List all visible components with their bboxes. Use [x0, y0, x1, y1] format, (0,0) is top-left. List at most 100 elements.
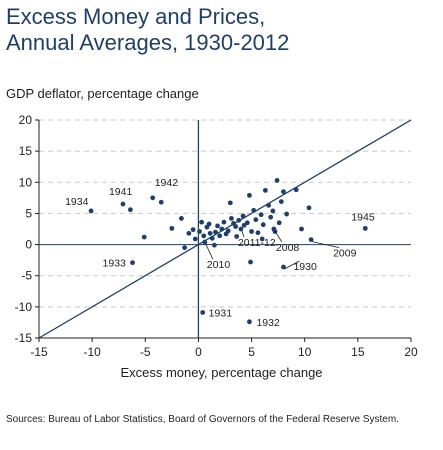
data-point [182, 245, 188, 251]
data-point [228, 216, 234, 221]
annotation-label: 1941 [109, 186, 133, 198]
data-point [276, 220, 282, 226]
data-point [268, 214, 274, 220]
y-axis-label: GDP deflator, percentage change [6, 86, 199, 101]
x-tick-label: -15 [30, 345, 48, 359]
data-point [247, 319, 252, 325]
y-tick-label: 10 [19, 175, 33, 189]
y-tick-label: -15 [15, 331, 33, 345]
x-tick-label: -10 [83, 345, 101, 359]
annotation-label: 1945 [351, 211, 375, 223]
data-point [197, 229, 202, 234]
x-tick-label: 5 [248, 345, 255, 359]
data-point [219, 226, 225, 232]
annotation-leader-line [312, 241, 340, 248]
data-point [293, 187, 299, 193]
x-tick-label: -5 [140, 345, 151, 359]
data-point [251, 207, 257, 213]
data-point [207, 230, 213, 236]
data-point [200, 310, 206, 315]
y-tick-label: 0 [25, 238, 32, 252]
data-point [281, 189, 286, 195]
data-point [234, 234, 240, 239]
data-point [284, 211, 290, 217]
chart-title: Excess Money and Prices, Annual Averages… [6, 4, 289, 56]
data-point [128, 207, 133, 213]
data-point [260, 222, 266, 228]
data-point [255, 230, 261, 236]
data-point [211, 242, 217, 248]
y-tick-label: -5 [21, 269, 32, 283]
annotation-label: 1932 [256, 317, 280, 329]
data-point [130, 260, 135, 266]
data-point [259, 236, 265, 242]
data-point [120, 201, 126, 207]
annotation-label: 1934 [65, 196, 89, 208]
data-point [150, 195, 156, 201]
data-point [249, 229, 254, 234]
annotation-label: 2009 [333, 248, 357, 260]
data-point [199, 219, 205, 225]
data-point [236, 217, 242, 223]
data-point [362, 225, 368, 231]
data-point [271, 226, 277, 232]
data-point [217, 233, 223, 239]
annotation-leader-line [284, 260, 300, 270]
data-point [233, 224, 239, 229]
chart-title-line-1: Excess Money and Prices, [6, 4, 266, 29]
data-point [266, 202, 271, 208]
data-point [238, 226, 244, 232]
data-point [206, 221, 212, 227]
data-point [274, 178, 280, 183]
data-point [244, 220, 250, 226]
x-tick-label: 15 [351, 345, 365, 359]
data-point [221, 219, 227, 225]
chart-title-line-2: Annual Averages, 1930-2012 [6, 30, 290, 55]
data-point [169, 225, 175, 231]
data-point [262, 187, 268, 193]
data-point [88, 208, 94, 214]
data-point [213, 229, 218, 235]
annotation-leader-line [274, 230, 283, 243]
data-point [202, 239, 208, 245]
annotation-leader-line [241, 230, 245, 238]
data-point [247, 192, 252, 198]
data-point [201, 233, 207, 239]
data-point [253, 217, 259, 223]
data-point [270, 208, 276, 214]
data-point [306, 205, 312, 211]
data-point [278, 199, 284, 204]
annotation-label: 2008 [276, 242, 300, 254]
data-point [227, 200, 233, 206]
x-tick-label: 0 [195, 345, 202, 359]
y-tick-label: -10 [15, 300, 33, 314]
source-note: Sources: Bureau of Labor Statistics, Boa… [6, 414, 399, 425]
annotation-label: 2010 [207, 259, 231, 271]
data-point [141, 234, 147, 240]
x-axis-label: Excess money, percentage change [120, 365, 323, 380]
data-point [281, 264, 286, 270]
x-tick-label: 20 [404, 345, 418, 359]
data-point [190, 227, 196, 233]
data-point [258, 212, 264, 218]
data-point [308, 237, 314, 242]
annotation-label: 1930 [293, 261, 317, 273]
data-point [240, 213, 246, 219]
data-point [186, 230, 192, 236]
data-point [209, 235, 215, 241]
y-tick-label: 20 [19, 113, 33, 127]
data-point [215, 223, 220, 229]
reference-45-degree-line [38, 119, 412, 339]
data-point [248, 259, 253, 265]
annotation-leader-line [205, 243, 214, 260]
y-tick-label: 5 [25, 206, 32, 220]
x-axis-label-wrap: Excess money, percentage change [0, 365, 443, 380]
data-point [158, 199, 164, 205]
y-tick-label: 15 [19, 144, 33, 158]
annotation-label: 2011-12 [238, 237, 276, 249]
x-tick-label: 10 [298, 345, 312, 359]
annotation-label: 1942 [155, 177, 179, 189]
data-point [299, 226, 304, 232]
annotation-label: 1931 [209, 307, 233, 319]
